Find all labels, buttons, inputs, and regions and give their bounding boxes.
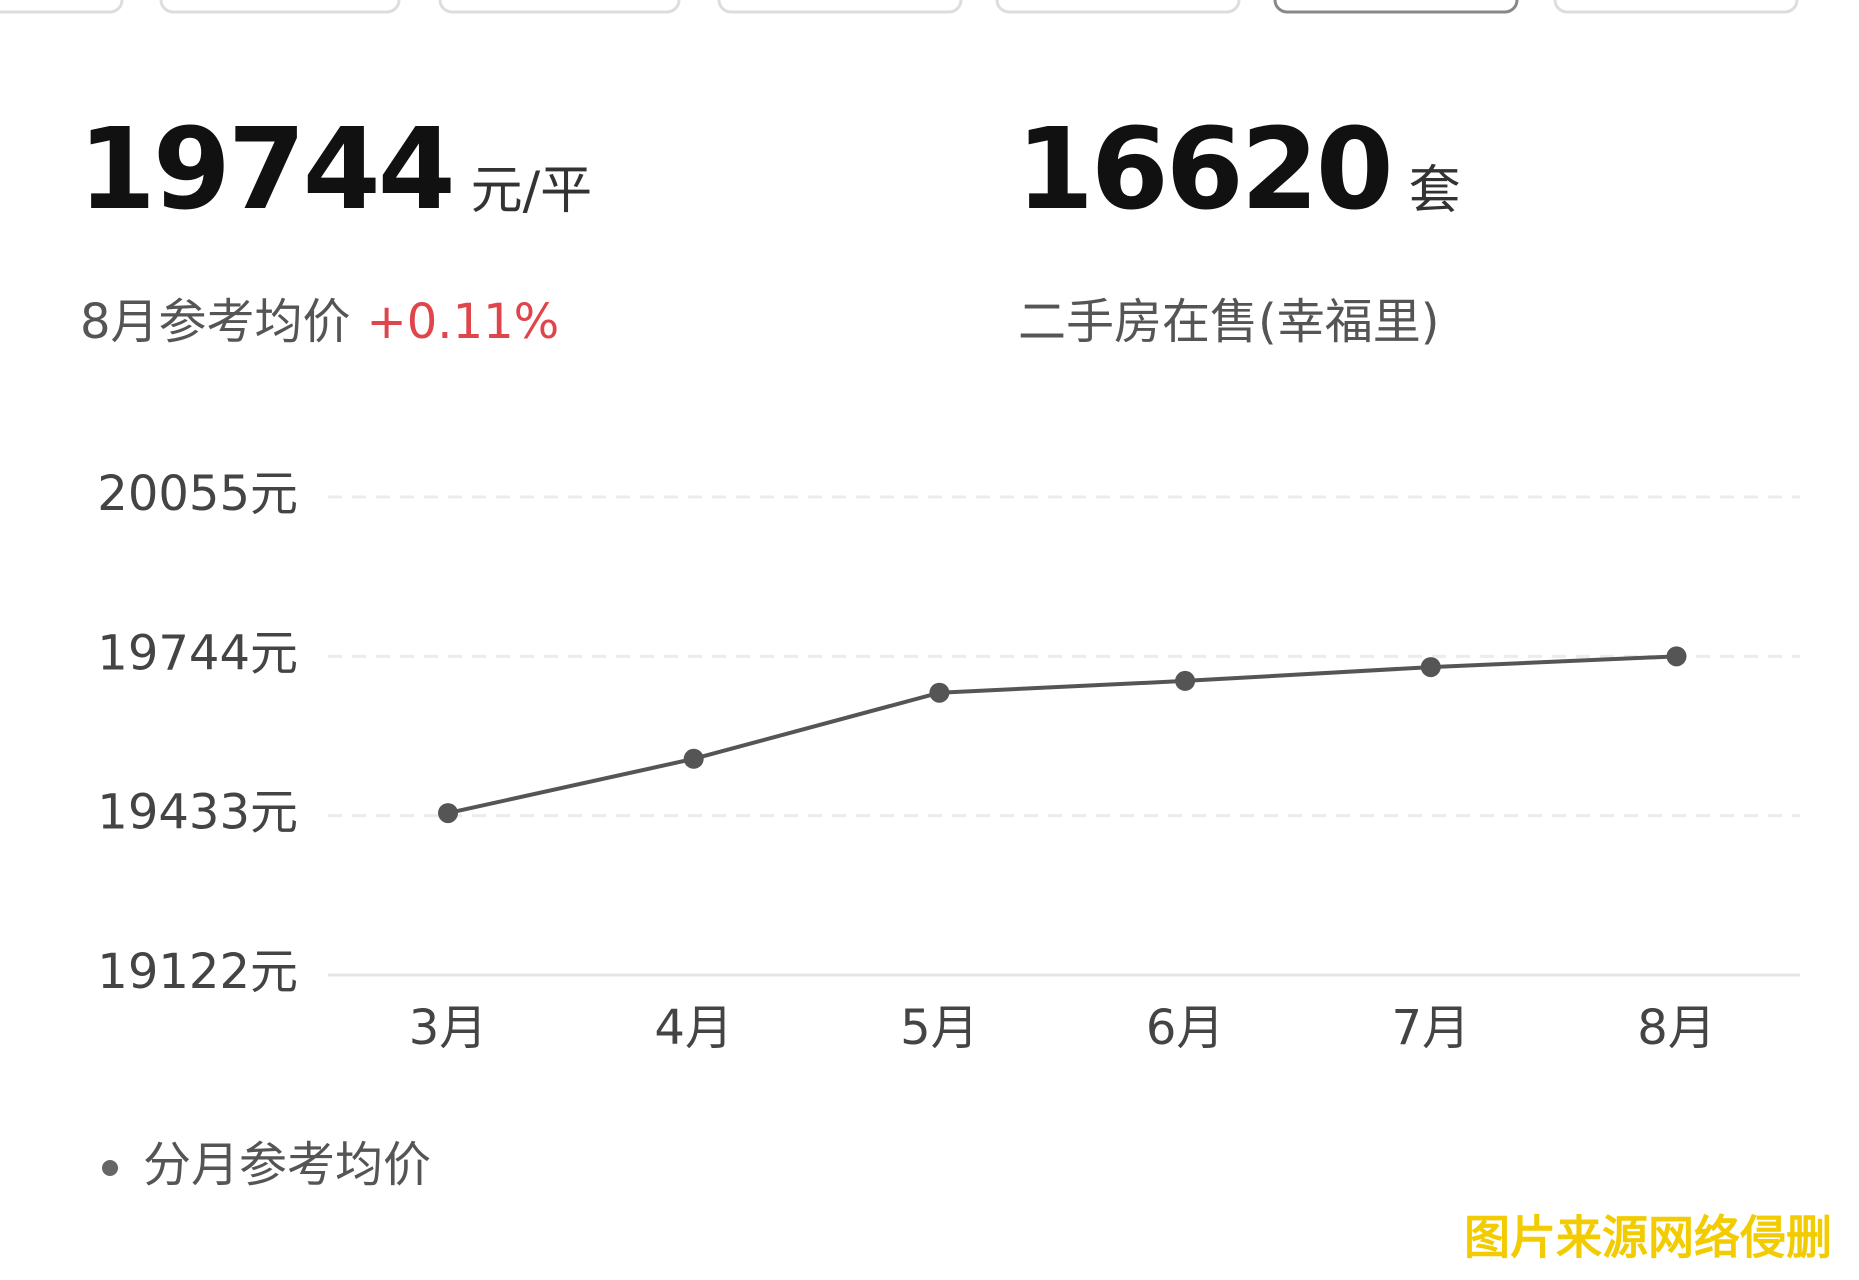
x-tick-label: 3月 — [409, 1000, 488, 1056]
y-tick-label: 19744元 — [97, 625, 298, 681]
x-tick-label: 7月 — [1392, 1000, 1471, 1056]
listings: 16620 — [1016, 105, 1394, 235]
x-tick-label: 6月 — [1146, 1000, 1225, 1056]
price-caption-row: 8月参考均价 +0.11% — [80, 282, 559, 352]
point — [1175, 670, 1196, 691]
y-tick-label: 19433元 — [97, 785, 298, 841]
line — [447, 654, 1677, 816]
tab[interactable] — [995, 0, 1241, 14]
point — [929, 682, 950, 703]
point — [1666, 646, 1687, 667]
listings-caption-row: 二手房在售(幸福里) — [1018, 282, 1439, 352]
tab[interactable] — [717, 0, 963, 14]
tab[interactable] — [1273, 0, 1519, 14]
point — [683, 748, 704, 769]
legend-label: 分月参考均价 — [143, 1137, 431, 1193]
y-tick-label: 19122元 — [97, 944, 298, 1000]
x-tick-label: 8月 — [1637, 1000, 1716, 1056]
listings-block: 16620 套 — [1016, 105, 1461, 235]
watermark: 图片来源网络侵删 — [1464, 1211, 1832, 1265]
price-block: 19744 元/平 — [78, 105, 592, 235]
tab[interactable] — [1553, 0, 1799, 14]
tab[interactable] — [438, 0, 681, 14]
y-tick-label: 20055元 — [97, 466, 298, 522]
tab[interactable] — [0, 0, 124, 14]
listings-caption: 二手房在售(幸福里) — [1018, 294, 1440, 350]
tab[interactable] — [159, 0, 401, 14]
tabs — [0, 0, 1799, 14]
listings-unit: 套 — [1408, 161, 1461, 221]
price-unit: 元/平 — [470, 161, 593, 221]
price-change: +0.11% — [366, 294, 560, 350]
price-caption: 8月参考均价 — [80, 294, 351, 350]
point — [1420, 657, 1441, 678]
point — [438, 803, 458, 824]
legend-dot — [102, 1160, 118, 1176]
x-tick-label: 4月 — [654, 1000, 733, 1056]
x-tick-label: 5月 — [900, 1000, 979, 1056]
price: 19744 — [78, 105, 456, 235]
